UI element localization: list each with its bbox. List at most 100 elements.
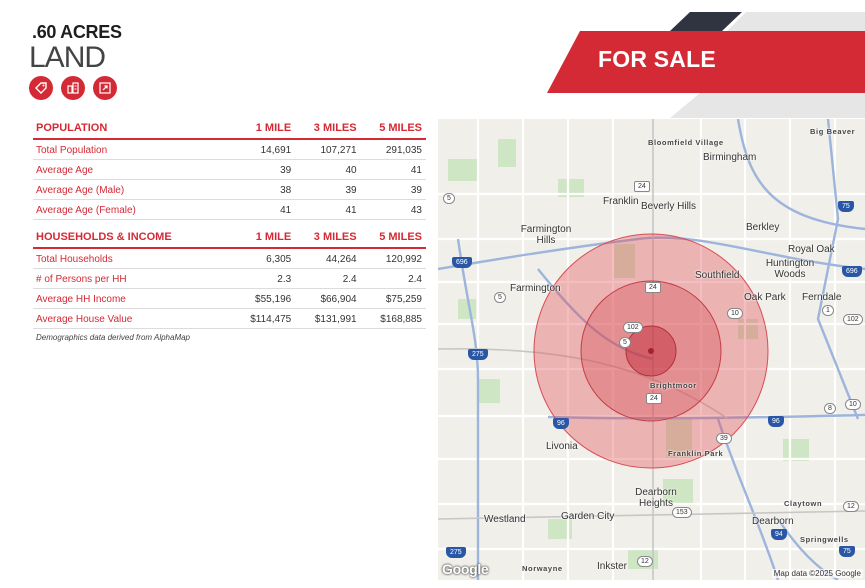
cell-value: $168,885 bbox=[360, 308, 426, 329]
map-label-berkley: Berkley bbox=[746, 222, 780, 233]
map-label-springwells: Springwells bbox=[800, 535, 849, 544]
route-shield: 24 bbox=[646, 393, 662, 404]
households-column-header: 5 MILES bbox=[360, 226, 426, 249]
map-label-brightmoor: Brightmoor bbox=[650, 381, 697, 390]
cell-value: 41 bbox=[232, 199, 296, 220]
cell-value: 41 bbox=[295, 199, 361, 220]
map-label-birmingham: Birmingham bbox=[703, 152, 757, 163]
cell-value: 120,992 bbox=[360, 248, 426, 269]
row-label: Average House Value bbox=[33, 308, 233, 329]
map-label-royal-oak: Royal Oak bbox=[788, 244, 835, 255]
map-attribution: Map data ©2025 Google bbox=[771, 569, 863, 578]
map-label-oak-park: Oak Park bbox=[744, 292, 786, 303]
route-shield: 12 bbox=[843, 501, 859, 512]
route-shield: 75 bbox=[839, 546, 855, 557]
location-map[interactable]: Bloomfield Village Birmingham Big Beaver… bbox=[438, 119, 865, 580]
route-shield: 696 bbox=[452, 257, 472, 268]
route-shield: 5 bbox=[494, 292, 506, 303]
cell-value: 38 bbox=[232, 179, 296, 200]
route-shield: 1 bbox=[822, 305, 834, 316]
route-shield: 102 bbox=[623, 322, 643, 333]
expand-icon bbox=[93, 76, 117, 100]
map-label-ferndale: Ferndale bbox=[802, 292, 842, 303]
map-label-dearborn: Dearborn bbox=[752, 516, 794, 527]
map-label-bloomfield-village: Bloomfield Village bbox=[648, 138, 724, 147]
cell-value: 39 bbox=[295, 179, 361, 200]
population-column-header: 5 MILES bbox=[360, 117, 426, 140]
row-label: Total Households bbox=[33, 248, 233, 269]
row-label: Average HH Income bbox=[33, 288, 233, 309]
map-label-franklin-park: Franklin Park bbox=[668, 449, 724, 458]
cell-value: 43 bbox=[360, 199, 426, 220]
households-column-header: 1 MILE bbox=[232, 226, 296, 249]
route-shield: 96 bbox=[768, 416, 784, 427]
price-tag-icon bbox=[29, 76, 53, 100]
row-label: Average Age bbox=[33, 159, 233, 180]
cell-value: 14,691 bbox=[232, 139, 296, 160]
map-label-dearborn-heights: Dearborn Heights bbox=[635, 487, 677, 509]
cell-value: 291,035 bbox=[360, 139, 426, 160]
map-label-southfield: Southfield bbox=[695, 270, 740, 281]
map-label-franklin: Franklin bbox=[603, 196, 639, 207]
population-column-header: POPULATION bbox=[33, 117, 233, 140]
table-row: Average Age (Male) 38 39 39 bbox=[33, 179, 426, 200]
row-label: Average Age (Male) bbox=[33, 179, 233, 200]
building-icon bbox=[61, 76, 85, 100]
row-label: Total Population bbox=[33, 139, 233, 160]
row-label: # of Persons per HH bbox=[33, 268, 233, 289]
table-row: Total Households 6,305 44,264 120,992 bbox=[33, 248, 426, 269]
cell-value: 40 bbox=[295, 159, 361, 180]
cell-value: 6,305 bbox=[232, 248, 296, 269]
map-label-inkster: Inkster bbox=[597, 561, 628, 572]
cell-value: $131,991 bbox=[295, 308, 361, 329]
route-shield: 75 bbox=[838, 201, 854, 212]
route-shield: 24 bbox=[645, 282, 661, 293]
property-size: .60 ACRES bbox=[32, 22, 122, 42]
cell-value: 2.4 bbox=[360, 268, 426, 289]
cell-value: 107,271 bbox=[295, 139, 361, 160]
households-header-row: HOUSEHOLDS & INCOME 1 MILE 3 MILES 5 MILES bbox=[33, 226, 426, 249]
cell-value: 39 bbox=[360, 179, 426, 200]
cell-value: 41 bbox=[360, 159, 426, 180]
route-shield: 5 bbox=[619, 337, 631, 348]
route-shield: 275 bbox=[446, 547, 466, 558]
map-label-farmington: Farmington bbox=[510, 283, 561, 294]
households-column-header: 3 MILES bbox=[295, 226, 361, 249]
cell-value: $75,259 bbox=[360, 288, 426, 309]
table-row: Average Age 39 40 41 bbox=[33, 159, 426, 180]
table-row: Average House Value $114,475 $131,991 $168,… bbox=[33, 308, 426, 329]
route-shield: 275 bbox=[468, 349, 488, 360]
households-column-header: HOUSEHOLDS & INCOME bbox=[33, 226, 233, 249]
cell-value: 2.3 bbox=[232, 268, 296, 289]
for-sale-label: FOR SALE bbox=[598, 46, 716, 72]
map-label-farmington-hills: Farmington Hills bbox=[520, 224, 572, 246]
row-label: Average Age (Female) bbox=[33, 199, 233, 220]
route-shield: 5 bbox=[443, 193, 455, 204]
for-sale-banner bbox=[547, 12, 865, 118]
cell-value: 2.4 bbox=[295, 268, 361, 289]
map-label-big-beaver: Big Beaver bbox=[810, 127, 856, 136]
route-shield: 102 bbox=[843, 314, 863, 325]
map-label-beverly-hills: Beverly Hills bbox=[641, 201, 697, 212]
population-column-header: 3 MILES bbox=[295, 117, 361, 140]
cell-value: $114,475 bbox=[232, 308, 296, 329]
route-shield: 39 bbox=[716, 433, 732, 444]
demographics-table: POPULATION 1 MILE 3 MILES 5 MILES Total Popu… bbox=[33, 117, 426, 342]
google-logo: Google bbox=[442, 561, 489, 577]
table-row: Average Age (Female) 41 41 43 bbox=[33, 199, 426, 220]
route-shield: 10 bbox=[845, 399, 861, 410]
route-shield: 96 bbox=[553, 418, 569, 429]
map-label-claytown: Claytown bbox=[784, 499, 823, 508]
table-row: Average HH Income $55,196 $66,904 $75,259 bbox=[33, 288, 426, 309]
cell-value: $55,196 bbox=[232, 288, 296, 309]
cell-value: 39 bbox=[232, 159, 296, 180]
route-shield: 94 bbox=[771, 529, 787, 540]
route-shield: 153 bbox=[672, 507, 692, 518]
cell-value: 44,264 bbox=[295, 248, 361, 269]
map-label-garden-city: Garden City bbox=[561, 511, 615, 522]
route-shield: 24 bbox=[634, 181, 650, 192]
route-shield: 8 bbox=[824, 403, 836, 414]
map-label-norwayne: Norwayne bbox=[522, 564, 563, 573]
table-row: # of Persons per HH 2.3 2.4 2.4 bbox=[33, 268, 426, 289]
demographics-note: Demographics data derived from AlphaMap bbox=[36, 333, 191, 342]
